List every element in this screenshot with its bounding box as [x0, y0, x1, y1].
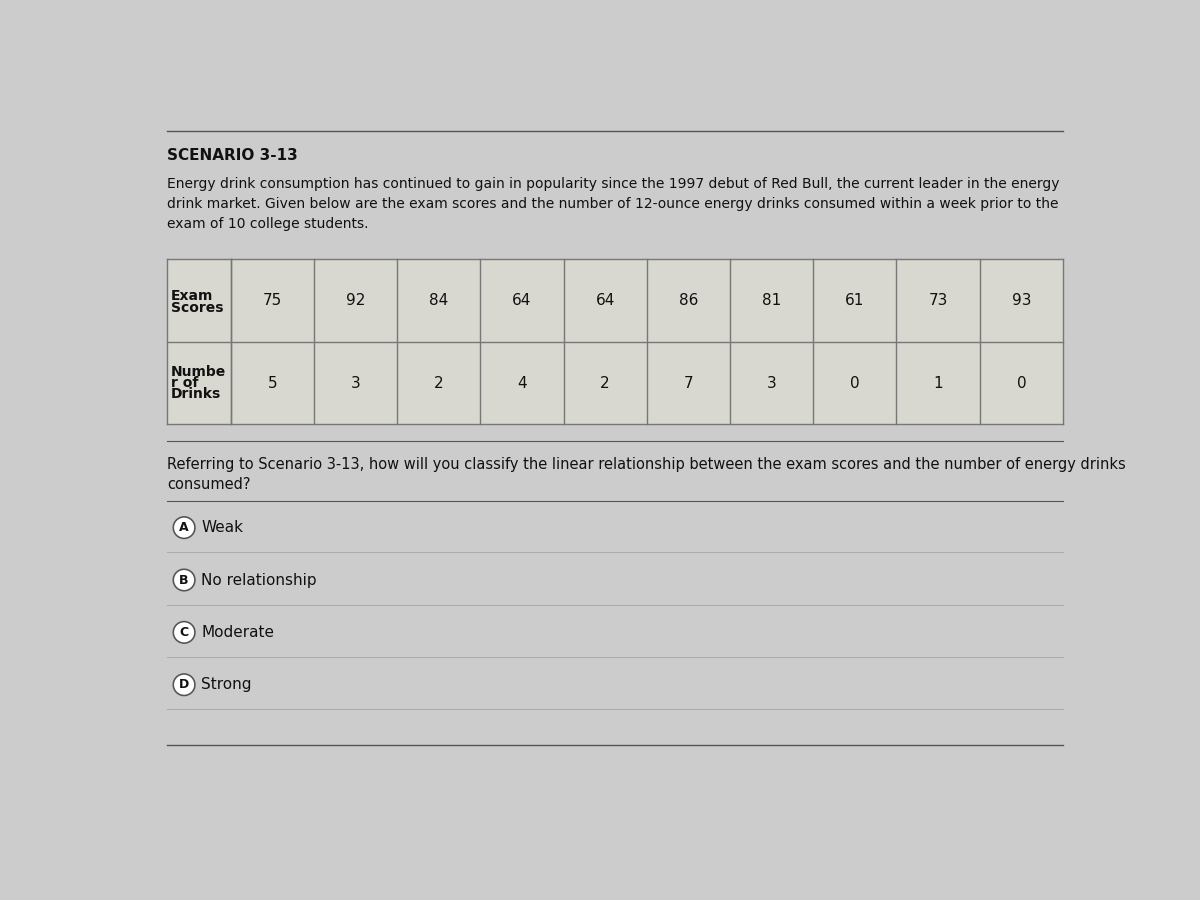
FancyBboxPatch shape: [167, 259, 1063, 425]
Text: 5: 5: [268, 375, 277, 391]
Text: Energy drink consumption has continued to gain in popularity since the 1997 debu: Energy drink consumption has continued t…: [167, 177, 1060, 192]
Text: Moderate: Moderate: [202, 625, 274, 640]
Text: Numbe: Numbe: [170, 365, 226, 379]
Text: Weak: Weak: [202, 520, 244, 536]
Text: 0: 0: [850, 375, 859, 391]
Text: 4: 4: [517, 375, 527, 391]
Text: 81: 81: [762, 292, 781, 308]
Text: 3: 3: [767, 375, 776, 391]
Text: 75: 75: [263, 292, 282, 308]
Text: Strong: Strong: [202, 677, 252, 692]
Text: 7: 7: [684, 375, 694, 391]
Circle shape: [173, 622, 194, 644]
Text: 1: 1: [934, 375, 943, 391]
Text: A: A: [179, 521, 188, 534]
Text: Exam: Exam: [170, 289, 214, 302]
Text: Scores: Scores: [170, 301, 223, 315]
Text: Referring to Scenario 3-13, how will you classify the linear relationship betwee: Referring to Scenario 3-13, how will you…: [167, 457, 1126, 472]
Text: consumed?: consumed?: [167, 477, 251, 491]
Text: 86: 86: [679, 292, 698, 308]
Text: SCENARIO 3-13: SCENARIO 3-13: [167, 148, 298, 163]
Text: r of: r of: [170, 376, 198, 390]
Circle shape: [173, 569, 194, 590]
Text: 2: 2: [600, 375, 610, 391]
Text: 61: 61: [845, 292, 864, 308]
Text: Drinks: Drinks: [170, 387, 221, 400]
Text: drink market. Given below are the exam scores and the number of 12-ounce energy : drink market. Given below are the exam s…: [167, 197, 1058, 211]
Text: B: B: [179, 573, 188, 587]
Text: 64: 64: [512, 292, 532, 308]
Text: 84: 84: [430, 292, 449, 308]
Text: 93: 93: [1012, 292, 1031, 308]
Text: 73: 73: [929, 292, 948, 308]
Text: No relationship: No relationship: [202, 572, 317, 588]
Text: 92: 92: [346, 292, 365, 308]
Circle shape: [173, 517, 194, 538]
Text: 0: 0: [1016, 375, 1026, 391]
Text: C: C: [180, 626, 188, 639]
Circle shape: [173, 674, 194, 696]
Text: exam of 10 college students.: exam of 10 college students.: [167, 217, 368, 231]
Text: D: D: [179, 679, 190, 691]
Text: 3: 3: [350, 375, 360, 391]
Text: 2: 2: [434, 375, 444, 391]
Text: 64: 64: [595, 292, 614, 308]
